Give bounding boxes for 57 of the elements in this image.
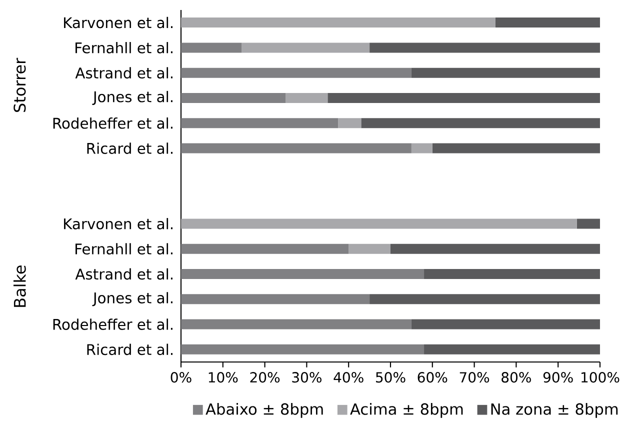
y-tick-label: Jones et al. bbox=[92, 292, 172, 306]
bar bbox=[181, 294, 370, 304]
bar bbox=[181, 143, 412, 154]
x-tick-label: 70% bbox=[460, 372, 490, 383]
x-tick-label: 30% bbox=[292, 372, 322, 383]
bar bbox=[286, 92, 328, 103]
bar bbox=[181, 118, 338, 128]
text: Storrer bbox=[14, 58, 26, 112]
bar bbox=[432, 143, 600, 154]
bar bbox=[390, 244, 600, 254]
bar bbox=[181, 268, 424, 279]
bar bbox=[338, 118, 362, 128]
bar bbox=[370, 42, 600, 53]
bar bbox=[181, 68, 412, 78]
bar bbox=[181, 92, 286, 103]
y-tick-label: Ricard et al. bbox=[87, 142, 172, 154]
bar bbox=[361, 118, 600, 128]
x-tick-label: 90% bbox=[543, 372, 573, 383]
bar bbox=[181, 218, 577, 229]
x-tick-label: 0% bbox=[170, 372, 192, 383]
x-tick-label: 100% bbox=[582, 372, 620, 383]
y-tick-label: Karvonen et al. bbox=[64, 16, 172, 28]
bar bbox=[576, 218, 600, 229]
bar bbox=[411, 319, 600, 330]
bar bbox=[181, 244, 349, 254]
bar bbox=[424, 268, 600, 279]
bar bbox=[348, 244, 390, 254]
y-tick-label: Astrand et al. bbox=[75, 268, 172, 280]
bar bbox=[424, 344, 600, 354]
bar bbox=[181, 344, 424, 354]
y-tick-label: Fernahll et al. bbox=[76, 243, 172, 255]
y-tick-label: Jones et al. bbox=[92, 90, 172, 106]
y-tick-label: Karvonen et al. bbox=[64, 218, 172, 230]
bar bbox=[242, 42, 370, 53]
y-tick-label: Ricard et al. bbox=[87, 344, 172, 356]
y-tick-label: Fernahll et al. bbox=[76, 42, 172, 54]
bar bbox=[411, 143, 432, 154]
text: Balke bbox=[14, 266, 26, 307]
bar bbox=[495, 18, 600, 28]
x-tick-label: 10% bbox=[208, 372, 238, 383]
y-tick-label: Astrand et al. bbox=[75, 67, 172, 79]
bar bbox=[181, 319, 412, 330]
y-tick-label: Rodeheffer et al. bbox=[53, 117, 172, 129]
bar bbox=[181, 42, 242, 53]
bar bbox=[370, 294, 600, 304]
x-tick-label: 40% bbox=[334, 372, 364, 383]
bar bbox=[411, 68, 600, 78]
legend-label: Na zona ± 8bpm bbox=[491, 403, 618, 418]
x-tick-label: 20% bbox=[250, 372, 280, 383]
x-tick-label: 50% bbox=[376, 372, 406, 383]
x-tick-label: 80% bbox=[502, 372, 531, 383]
bar bbox=[181, 18, 496, 28]
legend-label: Abaixo ± 8bpm bbox=[206, 403, 323, 418]
bar bbox=[328, 92, 600, 103]
y-tick-label: Rodeheffer et al. bbox=[53, 318, 172, 330]
legend-label: Acima ± 8bpm bbox=[350, 403, 463, 418]
x-tick-label: 60% bbox=[418, 372, 448, 383]
